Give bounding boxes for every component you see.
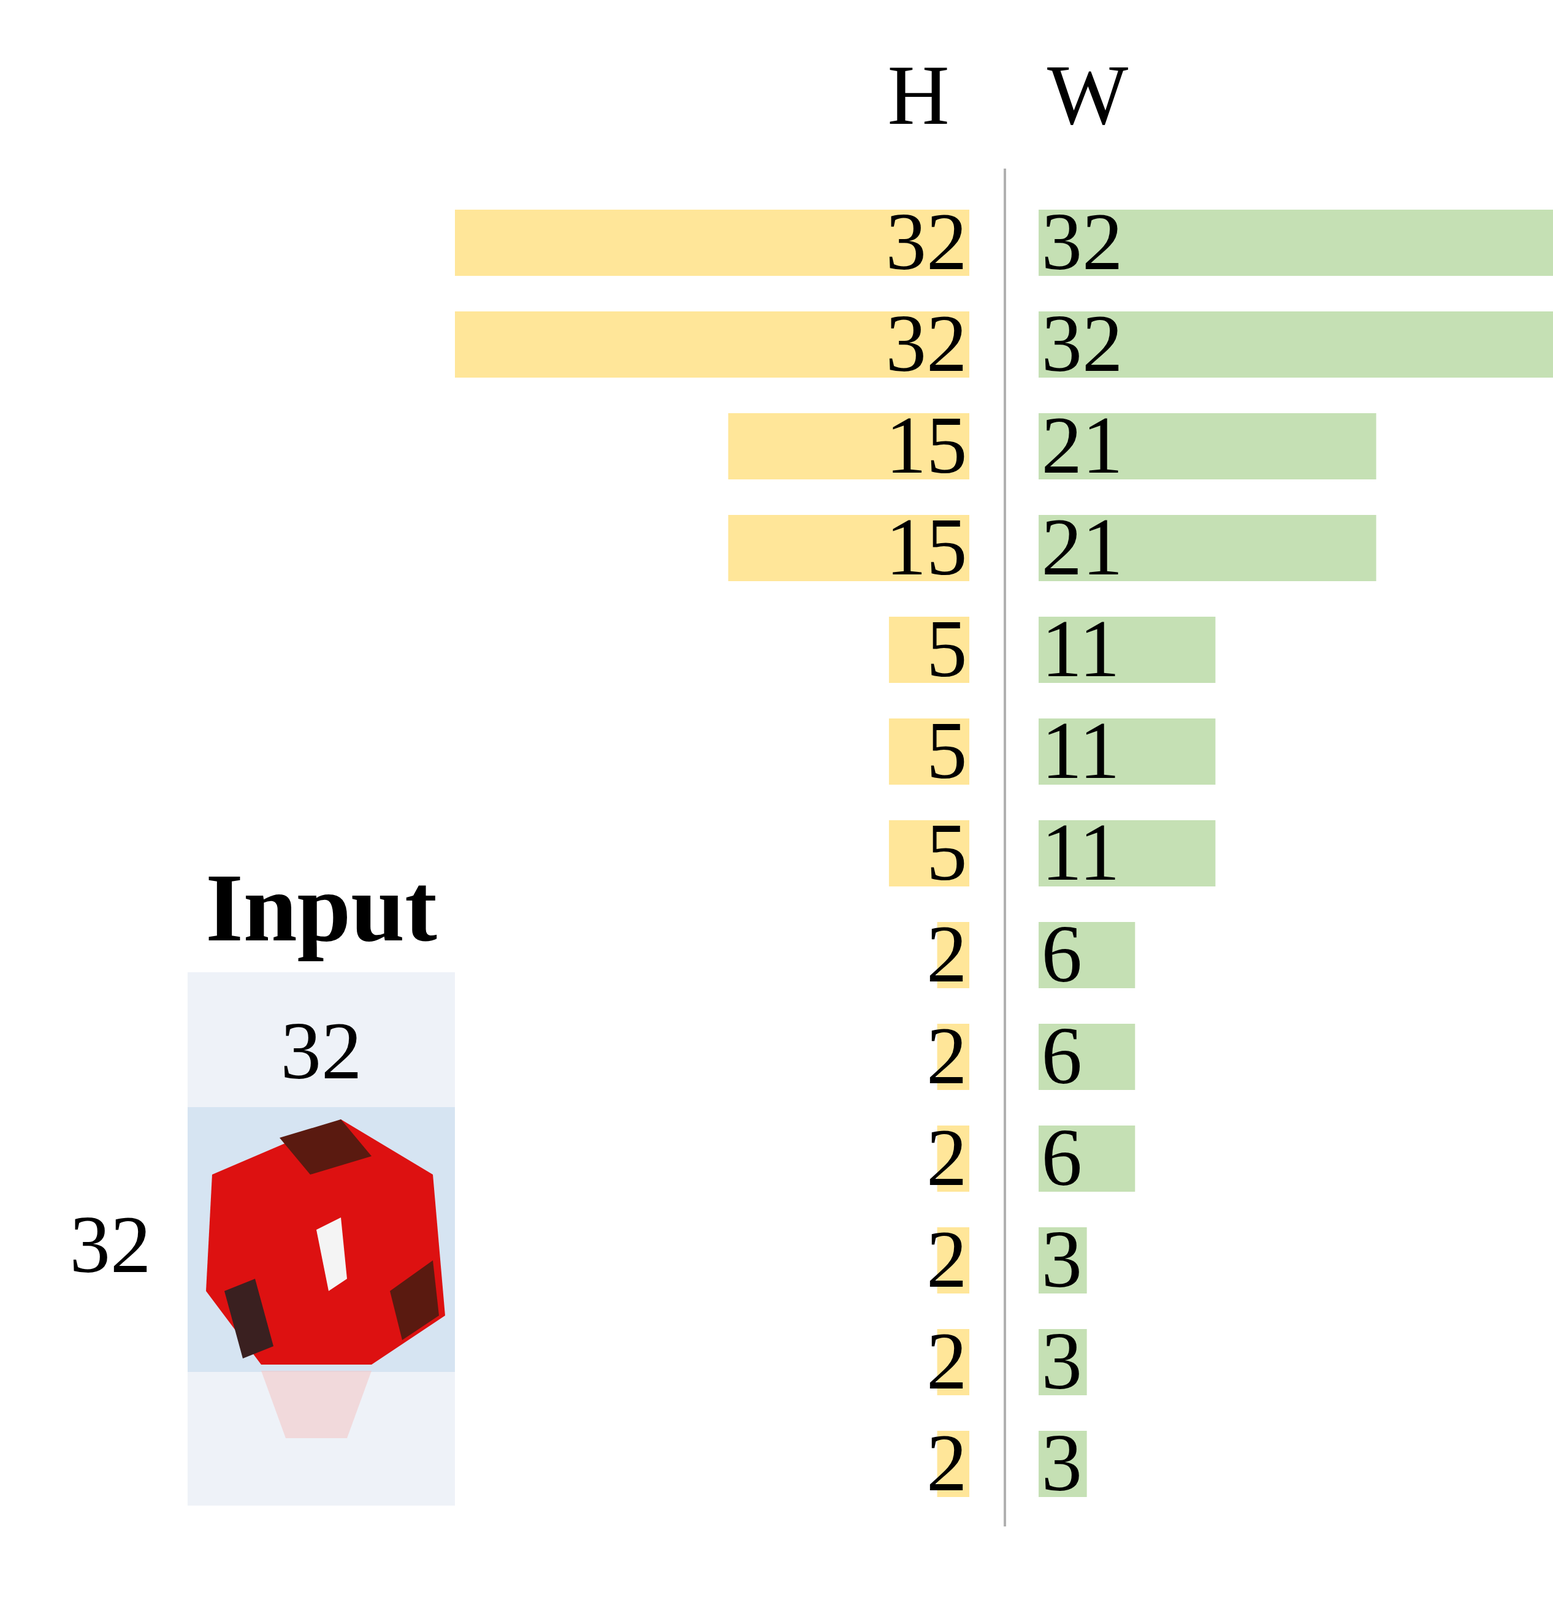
svg-text:5: 5 [926,603,968,695]
svg-text:5: 5 [926,705,968,796]
html-text:H: H [887,47,950,143]
svg-text:3: 3 [1041,1213,1083,1305]
svg-text:6: 6 [1041,1010,1083,1102]
svg-text:11: 11 [1041,603,1121,695]
svg-text:15: 15 [885,501,968,593]
svg-text:2: 2 [926,1213,968,1305]
svg-text:21: 21 [1041,399,1124,491]
svg-text:2: 2 [926,1112,968,1203]
html-text:32: 32 [69,1198,152,1290]
svg-text:2: 2 [926,1417,968,1509]
svg-text:21: 21 [1041,501,1124,593]
svg-text:2: 2 [926,1315,968,1407]
svg-text:11: 11 [1041,705,1121,796]
svg-text:6: 6 [1041,1112,1083,1203]
svg-text:11: 11 [1041,806,1121,898]
svg-text:2: 2 [926,1010,968,1102]
svg-text:3: 3 [1041,1315,1083,1407]
html-text:W: W [1047,47,1129,143]
svg-text:2: 2 [926,908,968,1000]
svg-text:32: 32 [1041,297,1124,389]
svg-text:5: 5 [926,806,968,898]
svg-text:32: 32 [885,196,968,287]
svg-text:15: 15 [885,399,968,491]
html-text:32: 32 [280,1005,363,1096]
html-text:Input: Input [205,854,438,962]
svg-text:32: 32 [885,297,968,389]
svg-text:32: 32 [1041,196,1124,287]
svg-text:6: 6 [1041,908,1083,1000]
svg-text:3: 3 [1041,1417,1083,1509]
